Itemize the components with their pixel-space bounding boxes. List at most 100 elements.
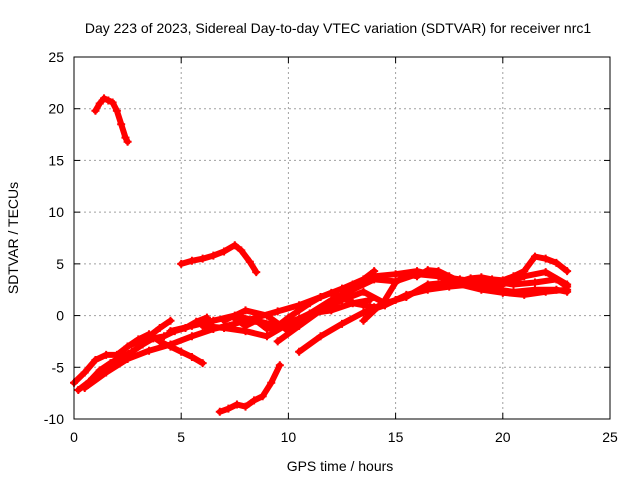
data-point [102, 350, 111, 359]
data-point [348, 299, 357, 308]
data-point [380, 301, 389, 310]
data-point [520, 267, 529, 276]
data-point [275, 361, 284, 370]
data-point [509, 272, 518, 281]
data-point [220, 316, 229, 325]
data-point [230, 314, 239, 323]
data-point [104, 96, 113, 105]
data-point [365, 296, 374, 305]
data-point [112, 106, 121, 115]
data-point [530, 252, 539, 261]
data-point [160, 332, 169, 341]
data-point [177, 347, 186, 356]
data-point [121, 133, 130, 142]
data-point [530, 285, 539, 294]
data-point [209, 316, 218, 325]
data-point [295, 306, 304, 315]
data-point [166, 340, 175, 349]
data-point [284, 313, 293, 322]
y-tick-label: 25 [48, 49, 64, 65]
data-point [541, 268, 550, 277]
data-point [215, 407, 224, 416]
data-point [413, 272, 422, 281]
y-tick-label: -10 [44, 411, 64, 427]
data-point [316, 306, 325, 315]
x-tick-label: 10 [281, 429, 297, 445]
data-point [359, 308, 368, 317]
data-point [370, 272, 379, 281]
data-point [273, 337, 282, 346]
data-point [455, 277, 464, 286]
data-point [445, 272, 454, 281]
data-point [187, 321, 196, 330]
data-point [224, 404, 233, 413]
data-point [241, 321, 250, 330]
data-point [241, 306, 250, 315]
data-point [252, 316, 261, 325]
axis-ticks: 0 5 10 15 20 25 -10 -5 0 5 10 15 20 25 [44, 49, 618, 445]
data-point [370, 303, 379, 312]
data-point [295, 321, 304, 330]
y-tick-label: 15 [48, 152, 64, 168]
series-arc-12 [295, 280, 572, 356]
series-arc-11 [273, 267, 572, 346]
data-point [155, 337, 164, 346]
y-tick-label: -5 [52, 359, 65, 375]
x-tick-label: 20 [495, 429, 511, 445]
data-point [177, 259, 186, 268]
data-point [102, 368, 111, 377]
data-point [563, 267, 572, 276]
data-point [134, 335, 143, 344]
plot-frame [73, 56, 611, 420]
data-point [391, 296, 400, 305]
series-arc-13 [359, 252, 572, 325]
data-point [530, 278, 539, 287]
data-point [108, 98, 117, 107]
y-tick-label: 20 [48, 101, 64, 117]
data-point [434, 267, 443, 276]
data-point [241, 402, 250, 411]
y-axis-label: SDTVAR / TECUs [5, 182, 21, 294]
data-point [488, 275, 497, 284]
data-point [250, 396, 259, 405]
x-tick-label: 0 [70, 429, 78, 445]
data-point [509, 287, 518, 296]
data-point [91, 106, 100, 115]
x-tick-label: 25 [602, 429, 618, 445]
data-point [117, 120, 126, 129]
data-point [187, 256, 196, 265]
data-point [245, 257, 254, 266]
data-point [155, 323, 164, 332]
data-point [423, 285, 432, 294]
data-point [402, 290, 411, 299]
data-point [123, 342, 132, 351]
y-tick-label: 0 [56, 308, 64, 324]
data-point [552, 285, 561, 294]
series-arc-2 [177, 241, 261, 277]
data-point [198, 321, 207, 330]
data-point [423, 266, 432, 275]
data-point [232, 400, 241, 409]
data-point [359, 316, 368, 325]
x-tick-label: 5 [177, 429, 185, 445]
data-point [359, 287, 368, 296]
data-point [402, 270, 411, 279]
data-point [359, 301, 368, 310]
data-point [220, 247, 229, 256]
data-point [488, 284, 497, 293]
data-point [262, 332, 271, 341]
series-arc-14 [230, 288, 400, 334]
data-point [187, 332, 196, 341]
series-arc-3 [215, 361, 284, 416]
data-point [338, 319, 346, 328]
data-point [91, 356, 100, 365]
data-point [338, 292, 346, 301]
data-point [80, 383, 89, 392]
data-point [295, 347, 304, 356]
series-arc-1 [91, 94, 132, 146]
data-point [327, 288, 336, 297]
data-point [466, 274, 475, 283]
data-point [230, 241, 239, 250]
data-point [198, 359, 207, 368]
data-point [262, 325, 271, 334]
